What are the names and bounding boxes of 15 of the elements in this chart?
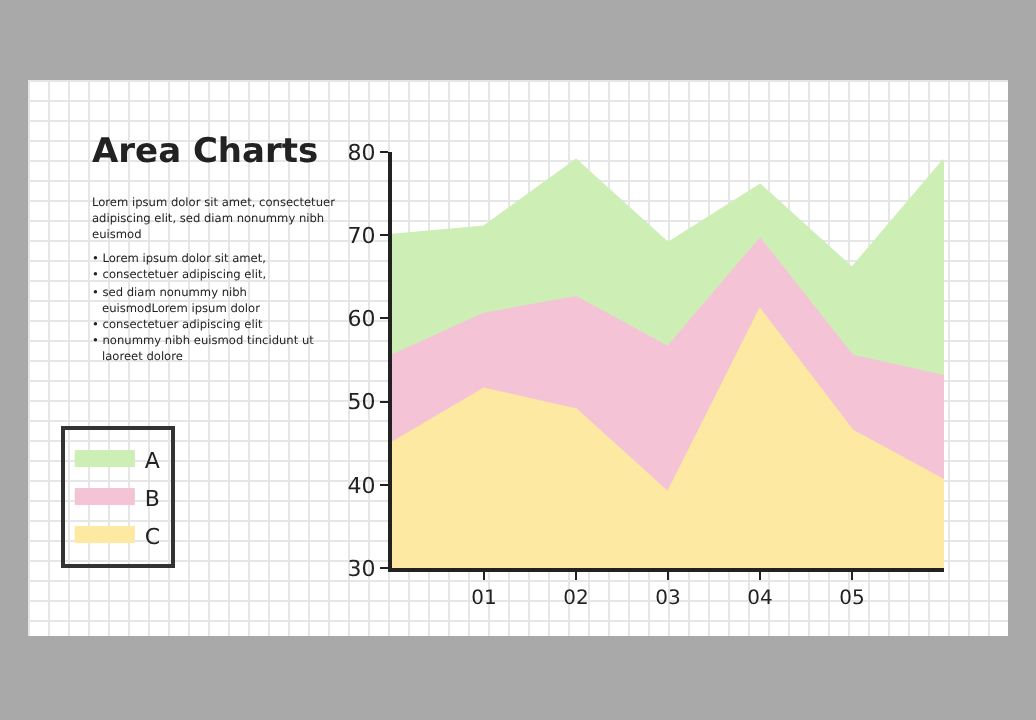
legend-label: B xyxy=(144,485,160,512)
legend-label: C xyxy=(144,523,161,550)
y-tick-label: 50 xyxy=(347,389,376,416)
y-tick-label: 60 xyxy=(347,306,376,333)
x-tick-label: 03 xyxy=(655,588,681,610)
x-tick-label: 05 xyxy=(839,588,865,610)
chart-title: Area Charts xyxy=(92,132,321,172)
x-tick-label: 04 xyxy=(747,588,773,610)
x-tick-label: 01 xyxy=(471,588,497,610)
y-tick-label: 80 xyxy=(347,139,376,166)
legend-label: A xyxy=(144,447,161,474)
y-tick-label: 40 xyxy=(347,472,376,499)
x-tick-label: 02 xyxy=(563,588,589,610)
y-tick-label: 30 xyxy=(347,555,376,582)
y-tick-label: 70 xyxy=(347,222,376,249)
